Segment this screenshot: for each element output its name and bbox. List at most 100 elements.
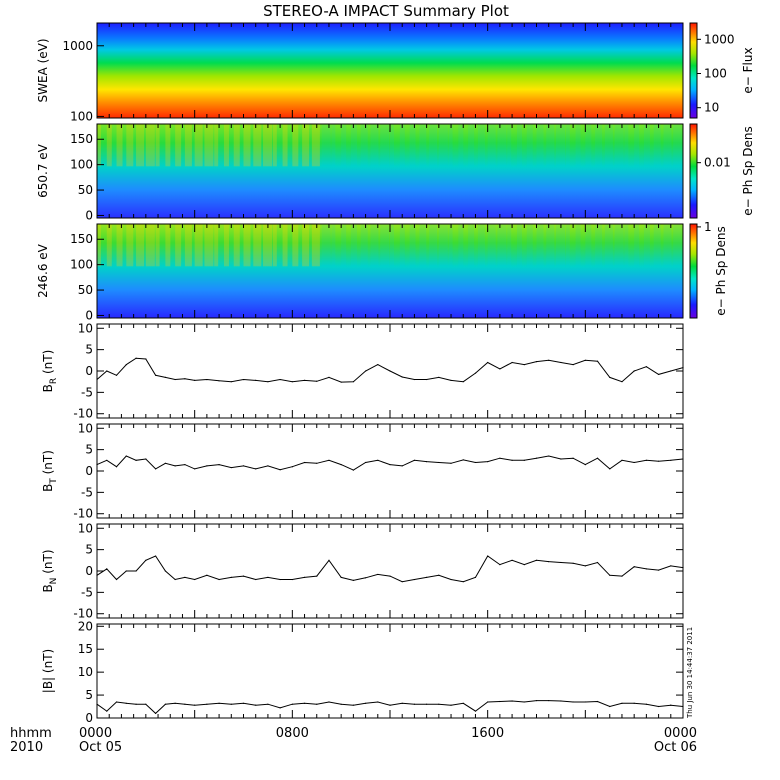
- data-point: [206, 574, 208, 576]
- spectrogram-panel-1: 100 1000 SWEA (eV) 10 100 1000 e− Flux: [36, 22, 755, 123]
- spectrogram-texture: [516, 124, 522, 167]
- spectrogram-texture: [194, 124, 203, 167]
- data-point: [609, 376, 611, 379]
- data-point: [657, 373, 660, 376]
- y-axis-label: BR (nT): [41, 350, 59, 393]
- data-point: [499, 457, 501, 459]
- y-axis-label-unit: (nT): [41, 350, 55, 378]
- y-axis-label: 650.7 eV: [36, 143, 50, 198]
- data-point: [125, 455, 127, 457]
- spectrogram-texture: [204, 224, 214, 267]
- data-point: [194, 704, 196, 706]
- data-point: [401, 465, 403, 467]
- data-point: [364, 702, 367, 704]
- spectrogram-texture: [507, 224, 512, 267]
- data-point: [174, 578, 176, 581]
- spectrogram-texture: [663, 124, 672, 167]
- spectrogram-texture: [282, 124, 288, 167]
- time-axis-prefix: hhmm: [10, 726, 52, 741]
- spectrogram-texture: [136, 124, 145, 167]
- spectrogram-texture: [126, 224, 134, 267]
- data-point: [499, 368, 501, 370]
- data-point: [230, 703, 232, 705]
- spectrogram-texture: [272, 124, 277, 167]
- spectrogram-texture: [653, 224, 661, 267]
- data-point: [523, 701, 525, 703]
- data-point: [657, 460, 660, 462]
- data-point: [584, 701, 586, 703]
- y-axis-label: 246.6 eV: [36, 243, 50, 298]
- data-point: [352, 381, 354, 383]
- spectrogram-texture: [390, 224, 394, 267]
- spectrogram-texture: [155, 124, 160, 167]
- spectrogram-texture: [204, 124, 214, 167]
- data-point: [115, 701, 118, 703]
- data-point: [609, 574, 611, 576]
- y-axis-label-sub: R: [49, 378, 59, 384]
- spectrogram-texture: [468, 224, 475, 267]
- spectrogram-texture: [223, 124, 229, 167]
- data-point: [499, 700, 501, 703]
- data-point: [426, 576, 428, 579]
- spectrogram-texture: [165, 224, 171, 267]
- data-point: [194, 379, 196, 381]
- time-axis-year: 2010: [10, 740, 43, 755]
- data-point: [174, 702, 176, 704]
- data-point: [548, 561, 550, 563]
- data-point: [316, 380, 318, 382]
- y-axis-label-unit: (nT): [41, 450, 55, 478]
- data-point: [474, 710, 477, 712]
- data-point: [560, 700, 562, 702]
- data-point: [255, 468, 257, 470]
- y-tick-label: 150: [70, 132, 93, 146]
- y-tick-label: -5: [81, 585, 93, 599]
- spectrogram-texture: [126, 124, 134, 167]
- data-point: [682, 366, 684, 369]
- spectrogram-texture: [350, 124, 357, 167]
- spectrogram-texture: [399, 124, 405, 167]
- y-tick-label: 5: [85, 443, 93, 457]
- spectrogram-texture: [624, 124, 629, 167]
- data-point: [155, 374, 157, 376]
- data-point: [155, 712, 157, 715]
- data-point: [596, 561, 599, 564]
- spectrogram-texture: [214, 124, 219, 167]
- time-tick-label: 1600: [471, 726, 504, 741]
- data-point: [328, 376, 330, 379]
- data-point: [487, 361, 489, 364]
- y-tick-label: 10: [78, 421, 93, 435]
- data-point: [377, 701, 379, 703]
- y-tick-label: 150: [70, 232, 93, 246]
- spectrogram-texture: [673, 124, 683, 167]
- spectrogram-texture: [175, 224, 182, 267]
- spectrogram-texture: [595, 124, 603, 167]
- data-point: [682, 566, 684, 569]
- spectrogram-texture: [116, 224, 123, 267]
- spectrogram-texture: [97, 124, 101, 167]
- data-point: [462, 581, 464, 583]
- spectrogram-texture: [331, 124, 336, 167]
- y-tick-label: 100: [70, 109, 93, 123]
- spectrogram-texture: [497, 124, 507, 167]
- spectrogram-texture: [477, 224, 485, 267]
- data-point: [279, 578, 281, 581]
- spectrogram-texture: [409, 124, 416, 167]
- data-point: [633, 566, 635, 568]
- time-tick-label: 0000: [79, 726, 112, 741]
- data-point: [474, 372, 477, 374]
- spectrogram-texture: [184, 224, 192, 267]
- y-axis-label: |B| (nT): [41, 649, 55, 693]
- spectrogram-texture: [380, 224, 390, 267]
- y-tick-label: 5: [85, 343, 93, 357]
- y-tick-label: 10: [78, 665, 93, 679]
- spectrogram-texture: [331, 224, 336, 267]
- data-point: [206, 378, 208, 381]
- data-point: [164, 570, 166, 572]
- colorbar-tick-label: 10: [704, 101, 719, 115]
- colorbar-tick-label: 1000: [704, 32, 735, 46]
- data-point: [389, 575, 391, 577]
- y-axis-label-main: |B|: [41, 677, 55, 693]
- spectrogram-texture: [546, 224, 555, 267]
- data-point: [206, 703, 208, 705]
- data-point: [450, 462, 452, 464]
